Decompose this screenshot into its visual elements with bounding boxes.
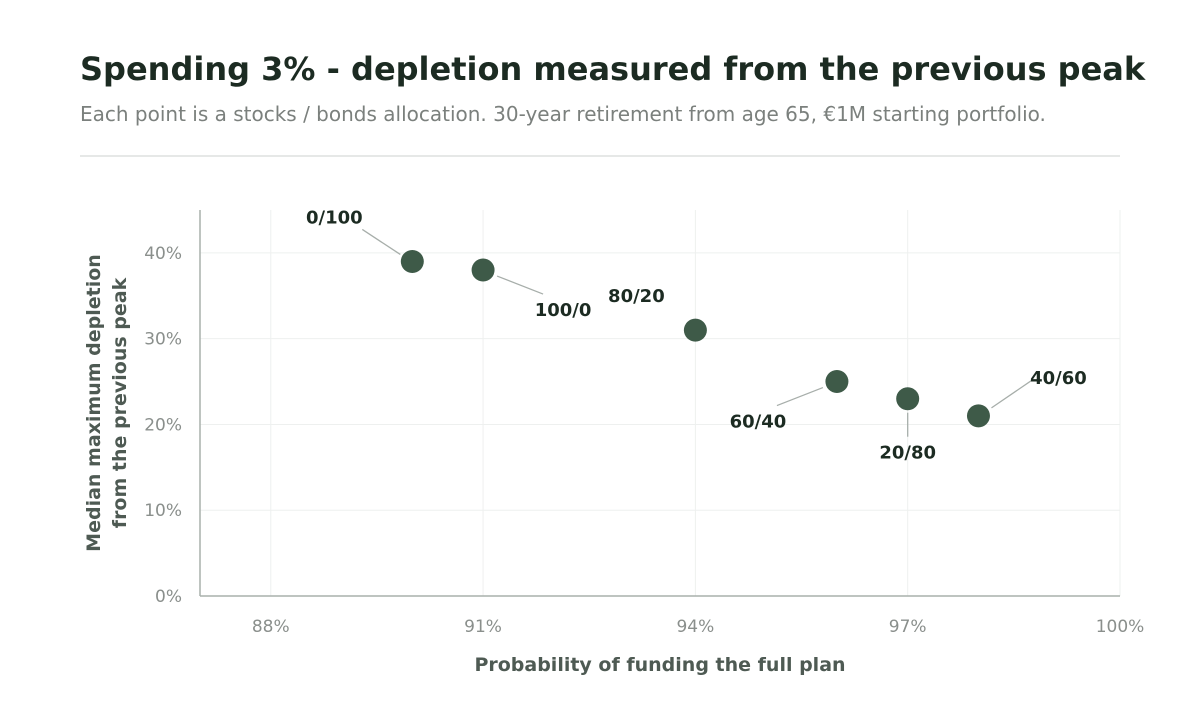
- tick-labels: 88% 91% 94% 97% 100% 0% 10% 20% 30% 40%: [144, 244, 1144, 637]
- data-point: [896, 387, 920, 411]
- y-tick-label: 40%: [144, 244, 182, 264]
- leader-line: [496, 275, 544, 295]
- grid-lines: [200, 210, 1121, 596]
- leader-line: [776, 386, 824, 407]
- data-point: [400, 249, 424, 273]
- data-point: [966, 404, 990, 428]
- point-label: 0/100: [306, 207, 363, 228]
- data-point: [683, 318, 707, 342]
- x-tick-label: 91%: [464, 617, 502, 637]
- data-point: [471, 258, 495, 282]
- point-label: 80/20: [608, 286, 665, 307]
- y-tick-label: 30%: [144, 330, 182, 350]
- x-tick-label: 97%: [889, 617, 927, 637]
- x-tick-label: 100%: [1096, 617, 1145, 637]
- data-point: [825, 370, 849, 394]
- x-axis-title: Probability of funding the full plan: [474, 654, 845, 676]
- y-axis-title-line-2: from the previous peak: [109, 277, 131, 528]
- point-labels: 0/100 100/0 80/20 60/40 20/80 40/60: [306, 207, 1087, 463]
- chart-subtitle: Each point is a stocks / bonds allocatio…: [80, 102, 1046, 126]
- point-label: 60/40: [730, 412, 787, 433]
- header-divider: [80, 155, 1120, 157]
- x-tick-label: 94%: [676, 617, 714, 637]
- leader-line: [991, 379, 1033, 409]
- y-tick-label: 10%: [144, 501, 182, 521]
- x-tick-label: 88%: [252, 617, 290, 637]
- label-leader-lines: [361, 228, 1033, 437]
- point-label: 40/60: [1030, 368, 1087, 389]
- axes: [199, 210, 1120, 597]
- y-tick-label: 0%: [155, 587, 182, 607]
- y-tick-label: 20%: [144, 415, 182, 435]
- y-axis-title-line-1: Median maximum depletion: [83, 254, 105, 552]
- leader-line: [361, 228, 401, 256]
- data-points: [400, 249, 990, 428]
- chart-title: Spending 3% - depletion measured from th…: [80, 50, 1146, 88]
- point-label: 100/0: [535, 300, 592, 321]
- point-label: 20/80: [879, 443, 936, 464]
